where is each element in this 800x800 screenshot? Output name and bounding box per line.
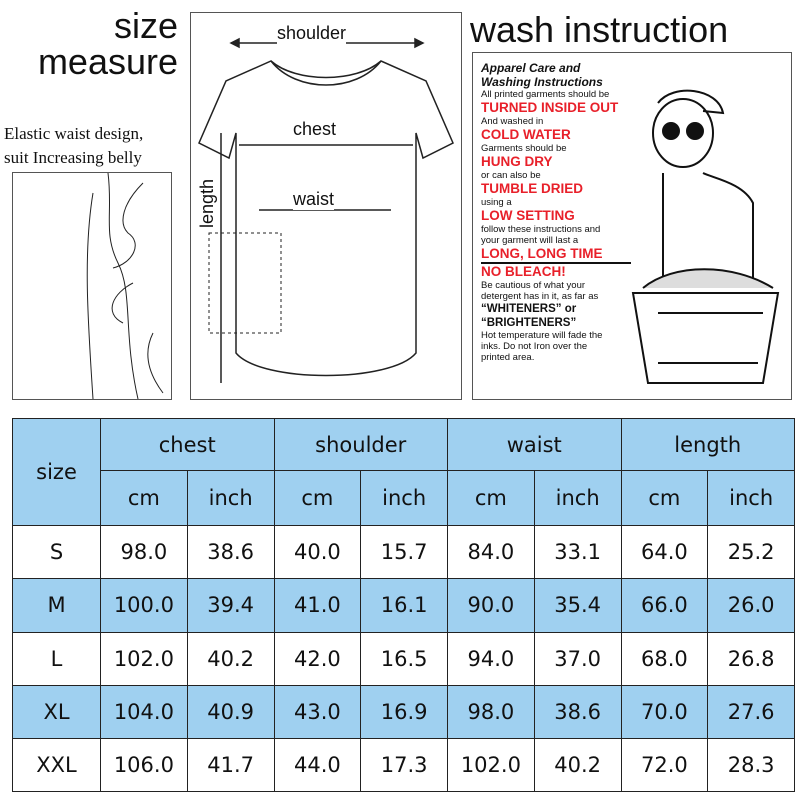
measurement-cell: 72.0 [620,737,709,793]
unit-header: cm [620,470,709,527]
wash-instruction-title: wash instruction [470,9,729,50]
unit-header: inch [186,470,275,527]
wash-line: detergent has in it, as far as [481,291,599,302]
measurement-cell: 15.7 [360,525,448,580]
elastic-waist-note: Elastic waist design, suit Increasing bel… [4,124,144,167]
measurement-cell: 35.4 [533,578,622,633]
chest-header: chest [100,417,275,472]
length-label: length [197,178,219,229]
measurement-cell: 40.9 [186,684,275,739]
measurement-cell: 64.0 [620,525,709,580]
waist-detail-illustration [12,172,172,400]
wash-line: Hot temperature will fade the [481,330,603,341]
unit-header: inch [533,470,622,527]
wash-line: Be cautious of what your [481,280,586,291]
unit-header: cm [447,470,535,527]
wash-line: inks. Do not Iron over the [481,341,588,352]
size-cell: L [12,631,101,686]
measurement-cell: 68.0 [620,631,709,686]
wash-line: TUMBLE DRIED [481,181,583,196]
measurement-cell: 40.0 [273,525,362,580]
wash-line: LOW SETTING [481,208,575,223]
length-header: length [620,417,795,472]
measurement-cell: 106.0 [100,737,188,793]
measurement-cell: 37.0 [533,631,622,686]
unit-header: cm [100,470,188,527]
measurement-cell: 16.5 [360,631,448,686]
measurement-cell: 66.0 [620,578,709,633]
measurement-cell: 44.0 [273,737,362,793]
waist-header: waist [447,417,622,472]
waist-label: waist [293,189,335,210]
table-row: S 98.0 38.6 40.0 15.7 84.0 33.1 64.0 25.2 [12,525,795,580]
wash-instructions-text: Apparel Care and Washing Instructions All… [481,61,631,363]
measurement-cell: 41.7 [186,737,275,793]
measurement-cell: 94.0 [447,631,535,686]
shoulder-header: shoulder [273,417,448,472]
measurement-cell: 41.0 [273,578,362,633]
wash-line: TURNED INSIDE OUT [481,100,619,115]
measurement-cell: 16.1 [360,578,448,633]
measurement-cell: 102.0 [447,737,535,793]
size-chart-table: size chest shoulder waist length cm inch c… [12,417,795,793]
measurement-cell: 16.9 [360,684,448,739]
measurement-cell: 40.2 [533,737,622,793]
table-row: M 100.0 39.4 41.0 16.1 90.0 35.4 66.0 26.0 [12,578,795,633]
measurement-cell: 27.6 [707,684,795,739]
measurement-cell: 38.6 [533,684,622,739]
measurement-cell: 100.0 [100,578,188,633]
measurement-cell: 39.4 [186,578,275,633]
measurement-cell: 40.2 [186,631,275,686]
measurement-cell: 90.0 [447,578,535,633]
table-row: L 102.0 40.2 42.0 16.5 94.0 37.0 68.0 26.8 [12,631,795,686]
unit-header: cm [273,470,362,527]
wash-line: And washed in [481,116,544,127]
measurement-cell: 26.0 [707,578,795,633]
measurement-cell: 102.0 [100,631,188,686]
wash-instruction-card: Apparel Care and Washing Instructions All… [472,52,792,400]
measurement-cell: 26.8 [707,631,795,686]
measurement-cell: 25.2 [707,525,795,580]
measurement-cell: 17.3 [360,737,448,793]
measurement-cell: 28.3 [707,737,795,793]
measurement-cell: 42.0 [273,631,362,686]
measurement-cell: 33.1 [533,525,622,580]
wash-line: using a [481,197,512,208]
size-cell: M [12,578,101,633]
shirt-diagram: shoulder chest waist length [190,12,462,400]
measurement-cell: 43.0 [273,684,362,739]
wash-line: printed area. [481,352,535,363]
wash-line: your garment will last a [481,235,579,246]
chest-label: chest [293,119,337,140]
size-cell: XXL [12,737,101,793]
wash-line: LONG, LONG TIME [481,246,603,261]
shoulder-label: shoulder [277,23,347,44]
wash-line: “BRIGHTENERS” [481,317,577,329]
measurement-cell: 98.0 [447,684,535,739]
skeleton-washing-illustration [631,89,780,384]
measurement-cell: 98.0 [100,525,188,580]
unit-header: inch [707,470,795,527]
wash-line: follow these instructions and [481,224,601,235]
size-measure-title: size measure [37,5,178,82]
wash-line: “WHITENERS” or [481,303,577,315]
measurement-cell: 104.0 [100,684,188,739]
wash-line: All printed garments should be [481,89,610,100]
measurement-cell: 84.0 [447,525,535,580]
size-cell: XL [12,684,101,739]
size-cell: S [12,525,101,580]
wash-line: HUNG DRY [481,154,553,169]
unit-header: inch [360,470,448,527]
table-row: XL 104.0 40.9 43.0 16.9 98.0 38.6 70.0 27.6 [12,684,795,739]
wash-line: Garments should be [481,143,567,154]
wash-line: COLD WATER [481,127,571,142]
table-row: XXL 106.0 41.7 44.0 17.3 102.0 40.2 72.0 28.3 [12,737,795,793]
wash-line: or can also be [481,170,541,181]
size-header: size [12,417,101,527]
wash-line: NO BLEACH! [481,262,631,280]
measurement-cell: 70.0 [620,684,709,739]
measurement-cell: 38.6 [186,525,275,580]
